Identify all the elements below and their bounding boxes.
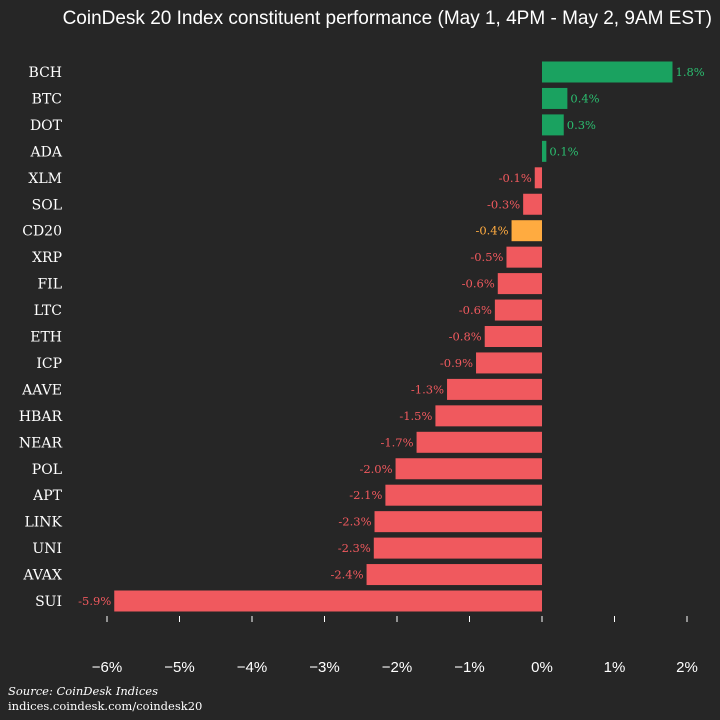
category-label: LINK (24, 515, 62, 531)
value-label: -2.3% (338, 541, 371, 555)
value-label: -1.7% (380, 435, 413, 449)
bar-ada (542, 140, 547, 162)
category-label: POL (32, 462, 62, 478)
bar-pol (395, 458, 542, 480)
bar-uni (373, 537, 542, 559)
x-tick-label: −2% (382, 659, 412, 676)
bar-avax (366, 564, 542, 586)
category-label: XLM (28, 171, 62, 187)
value-label: -0.9% (440, 356, 473, 370)
category-label: SOL (32, 197, 62, 213)
x-tick-label: 0% (531, 659, 553, 676)
category-label: BCH (29, 65, 62, 81)
value-label: -0.6% (462, 277, 495, 291)
x-tick-label: −1% (454, 659, 484, 676)
bar-link (374, 511, 542, 533)
chart-title: CoinDesk 20 Index constituent performanc… (62, 8, 712, 29)
x-tick-label: −5% (164, 659, 194, 676)
category-label: LTC (34, 303, 62, 319)
bar-bch (542, 61, 673, 83)
category-label: DOT (30, 118, 63, 134)
bar-cd20 (511, 220, 542, 242)
value-label: 0.1% (549, 144, 578, 158)
bar-btc (542, 87, 568, 109)
bar-xlm (534, 167, 542, 189)
category-label: XRP (32, 250, 62, 266)
x-tick-label: −6% (92, 659, 122, 676)
bar-icp (476, 352, 542, 374)
value-label: -0.6% (459, 303, 492, 317)
category-label: ETH (30, 330, 62, 346)
category-label: UNI (32, 541, 62, 557)
source-line: Source: CoinDesk Indices (8, 684, 158, 698)
category-label: ADA (30, 144, 63, 160)
x-tick-label: 1% (604, 659, 626, 676)
bar-ltc (494, 299, 542, 321)
source-note: Source: CoinDesk Indices indices.coindes… (8, 684, 202, 714)
category-label: CD20 (22, 224, 62, 240)
category-label: NEAR (19, 435, 63, 451)
bar-eth (484, 326, 542, 347)
value-label: 0.3% (567, 118, 596, 132)
category-label: SUI (35, 594, 62, 610)
bar-hbar (435, 405, 542, 427)
value-label: 1.8% (676, 65, 705, 79)
value-label: -2.3% (338, 515, 371, 529)
value-label: -2.0% (359, 462, 392, 476)
value-label: 0.4% (570, 91, 599, 105)
value-label: -2.1% (349, 488, 382, 502)
bar-fil (497, 273, 542, 295)
category-label: FIL (37, 277, 62, 293)
x-tick-label: −3% (309, 659, 339, 676)
value-label: -1.3% (411, 382, 444, 396)
value-label: -5.9% (78, 594, 111, 608)
x-tick-label: −4% (237, 659, 267, 676)
value-label: -0.8% (449, 330, 482, 344)
bar-sol (523, 193, 542, 215)
category-label: ICP (36, 356, 62, 372)
category-label: APT (32, 488, 63, 504)
value-label: -2.4% (330, 568, 363, 582)
bar-xrp (506, 246, 542, 268)
bar-aave (447, 378, 542, 400)
value-label: -0.3% (487, 197, 520, 211)
value-label: -0.5% (470, 250, 503, 264)
bar-apt (385, 484, 542, 506)
x-tick-label: 2% (676, 659, 698, 676)
value-label: -0.4% (475, 224, 508, 238)
category-label: HBAR (19, 409, 63, 425)
source-url: indices.coindesk.com/coindesk20 (8, 699, 203, 713)
bar-near (416, 431, 542, 453)
bar-dot (542, 114, 564, 136)
category-label: BTC (32, 91, 62, 107)
category-label: AAVE (21, 382, 62, 398)
value-label: -0.1% (499, 171, 532, 185)
category-label: AVAX (22, 568, 62, 584)
value-label: -1.5% (399, 409, 432, 423)
bar-sui (114, 590, 542, 612)
